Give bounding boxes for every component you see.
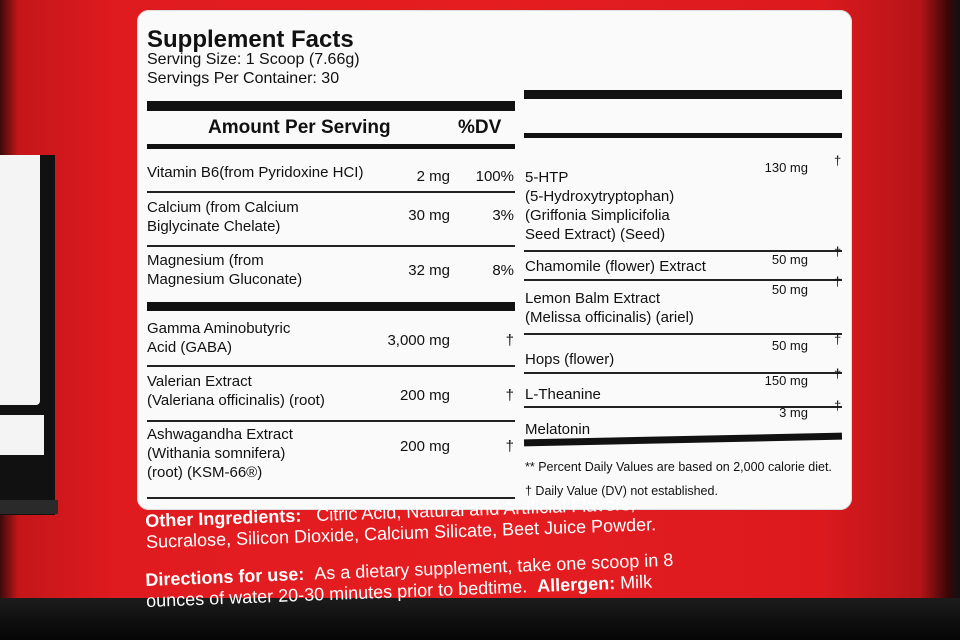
row-valerian-amount: 200 mg: [399, 387, 450, 404]
name-line: (Melissa officinalis) (ariel): [525, 309, 694, 326]
name-line: Calcium (from Calcium: [147, 199, 299, 216]
row-magnesium-dv: 8%: [492, 262, 514, 279]
name-line: (Withania somnifera): [147, 445, 286, 462]
row-lemon-balm-dv: †: [834, 274, 842, 289]
servings-per-container: Servings Per Container: 30: [147, 70, 340, 87]
name-line: (5-Hydroxytryptophan): [525, 188, 675, 205]
row-divider: [147, 420, 515, 422]
row-l-theanine-amount: 150 mg: [764, 373, 808, 388]
row-hops-name: Hops (flower): [525, 351, 615, 368]
row-hops-dv: †: [834, 332, 842, 347]
row-calcium-amount: 30 mg: [408, 207, 450, 224]
row-valerian-name: Valerian Extract (Valeriana officinalis)…: [147, 372, 325, 410]
name-line: Seed Extract) (Seed): [525, 226, 666, 243]
row-l-theanine-name: L-Theanine: [525, 386, 601, 403]
name-line: Valerian Extract: [147, 373, 252, 390]
name-line: Magnesium Gluconate): [147, 271, 303, 288]
row-divider: [524, 372, 842, 374]
name-line: (root) (KSM-66®): [147, 464, 263, 481]
row-ashwagandha-name: Ashwagandha Extract (Withania somnifera)…: [147, 425, 293, 482]
row-chamomile-name: Chamomile (flower) Extract: [525, 258, 706, 275]
name-line: Ashwagandha Extract: [147, 426, 293, 443]
row-5htp-dv: †: [834, 153, 842, 168]
row-l-theanine-dv: †: [834, 366, 842, 381]
row-gaba-name: Gamma Aminobutyric Acid (GABA): [147, 319, 290, 357]
row-divider: [147, 245, 515, 247]
allergen-label: Allergen:: [536, 572, 616, 596]
allergen-value: Milk: [619, 571, 653, 593]
row-hops-amount: 50 mg: [771, 338, 808, 353]
name-line: Biglycinate Chelate): [147, 218, 281, 235]
row-lemon-balm-name: Lemon Balm Extract (Melissa officinalis)…: [525, 289, 694, 327]
row-melatonin-dv: †: [834, 398, 842, 413]
row-gaba-dv: †: [505, 332, 514, 349]
percent-dv-footnote: ** Percent Daily Values are based on 2,0…: [525, 460, 832, 474]
serving-info: Serving Size: 1 Scoop (7.66g) Servings P…: [147, 50, 360, 88]
name-line: Lemon Balm Extract: [525, 290, 661, 307]
row-5htp-name: 5-HTP (5-Hydroxytryptophan) (Griffonia S…: [525, 168, 674, 244]
row-melatonin-amount: 3 mg: [779, 405, 808, 420]
serving-size: Serving Size: 1 Scoop (7.66g): [147, 51, 360, 68]
row-divider: [147, 191, 515, 193]
row-divider: [147, 365, 515, 367]
row-vitamin-b6-dv: 100%: [475, 168, 514, 185]
row-5htp-amount: 130 mg: [764, 160, 808, 175]
header-rule: [147, 144, 515, 149]
thick-rule: [524, 90, 842, 99]
thick-rule: [147, 101, 515, 111]
header-dv: %DV: [458, 117, 502, 138]
row-gaba-amount: 3,000 mg: [387, 332, 450, 349]
name-line: (Valeriana officinalis) (root): [147, 392, 325, 409]
name-line: 5-HTP: [525, 169, 569, 186]
row-calcium-dv: 3%: [492, 207, 514, 224]
row-magnesium-amount: 32 mg: [408, 262, 450, 279]
header-rule: [524, 133, 842, 138]
row-divider: [524, 333, 842, 335]
panel-title: Supplement Facts: [147, 26, 354, 53]
row-vitamin-b6-amount: 2 mg: [416, 168, 450, 185]
thick-rule: [147, 302, 515, 311]
row-vitamin-b6-name: Vitamin B6(from Pyridoxine HCI): [147, 164, 364, 181]
dagger-footnote: † Daily Value (DV) not established.: [525, 484, 718, 498]
name-line: Magnesium (from: [147, 252, 264, 269]
row-calcium-name: Calcium (from Calcium Biglycinate Chelat…: [147, 198, 299, 236]
row-divider: [524, 279, 842, 281]
row-divider: [524, 250, 842, 252]
brand-logo-fragment: [0, 155, 58, 515]
name-line: Gamma Aminobutyric: [147, 320, 291, 337]
row-magnesium-name: Magnesium (from Magnesium Gluconate): [147, 251, 302, 289]
row-ashwagandha-dv: †: [505, 438, 514, 455]
row-divider: [147, 497, 515, 499]
row-ashwagandha-amount: 200 mg: [399, 438, 450, 455]
header-amount: Amount Per Serving: [208, 117, 391, 138]
row-divider: [524, 406, 842, 408]
name-line: Acid (GABA): [147, 339, 233, 356]
row-valerian-dv: †: [505, 387, 514, 404]
row-melatonin-name: Melatonin: [525, 421, 591, 438]
row-chamomile-dv: †: [834, 244, 842, 259]
name-line: (Griffonia Simplicifolia: [525, 207, 670, 224]
container-bottom-band: [0, 598, 960, 640]
row-chamomile-amount: 50 mg: [771, 252, 808, 267]
row-lemon-balm-amount: 50 mg: [771, 282, 808, 297]
